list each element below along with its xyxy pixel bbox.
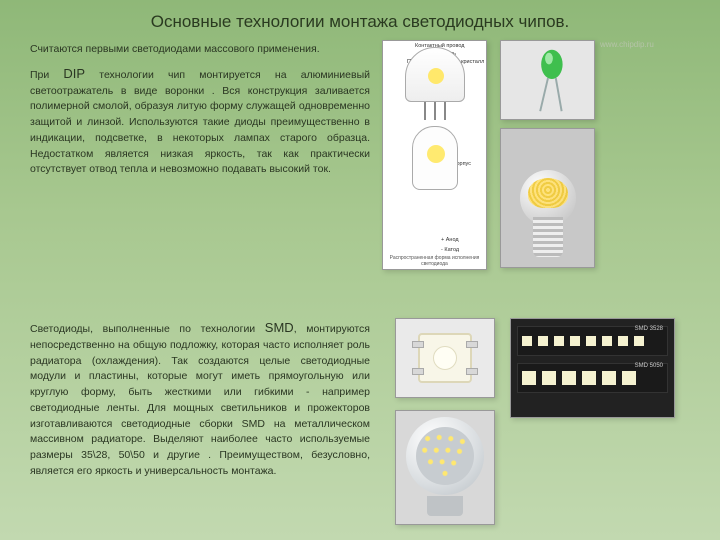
paragraph-smd: Светодиоды, выполненные по технологии SM… xyxy=(30,318,370,480)
diagram-footer: Распространенная форма исполнения светод… xyxy=(389,255,480,267)
page-title: Основные технологии монтажа светодиодных… xyxy=(0,12,720,32)
para1-emphasis: DIP xyxy=(63,66,85,81)
para1-lead: Считаются первыми светодиодами массового… xyxy=(30,42,370,58)
green-led-photo xyxy=(500,40,595,120)
para2-pre: Светодиоды, выполненные по технологии xyxy=(30,323,265,335)
diagram-label-cathode: - Катод xyxy=(441,247,459,253)
paragraph-dip: Считаются первыми светодиодами массового… xyxy=(30,42,370,178)
para1-pre: При xyxy=(30,69,63,81)
para2-post: , монтируются непосредственно на общую п… xyxy=(30,323,370,477)
led-diagram: Контактный провод Отражатель Полупроводн… xyxy=(382,40,487,270)
spot-bulb-photo xyxy=(395,410,495,525)
strip-label-5050: SMD 5050 xyxy=(635,363,663,369)
smd-chip-photo xyxy=(395,318,495,398)
e27-bulb-photo xyxy=(500,128,595,268)
strip-label-3528: SMD 3528 xyxy=(635,326,663,332)
para2-emphasis: SMD xyxy=(265,320,294,335)
watermark: www.chipdip.ru xyxy=(600,40,654,49)
smd-strip-photo: SMD 3528 SMD 5050 xyxy=(510,318,675,418)
para1-body: При DIP технологии чип монтируется на ал… xyxy=(30,64,370,178)
diagram-label-anode: + Анод xyxy=(441,237,459,243)
para1-post: технологии чип монтируется на алюминиевы… xyxy=(30,69,370,176)
